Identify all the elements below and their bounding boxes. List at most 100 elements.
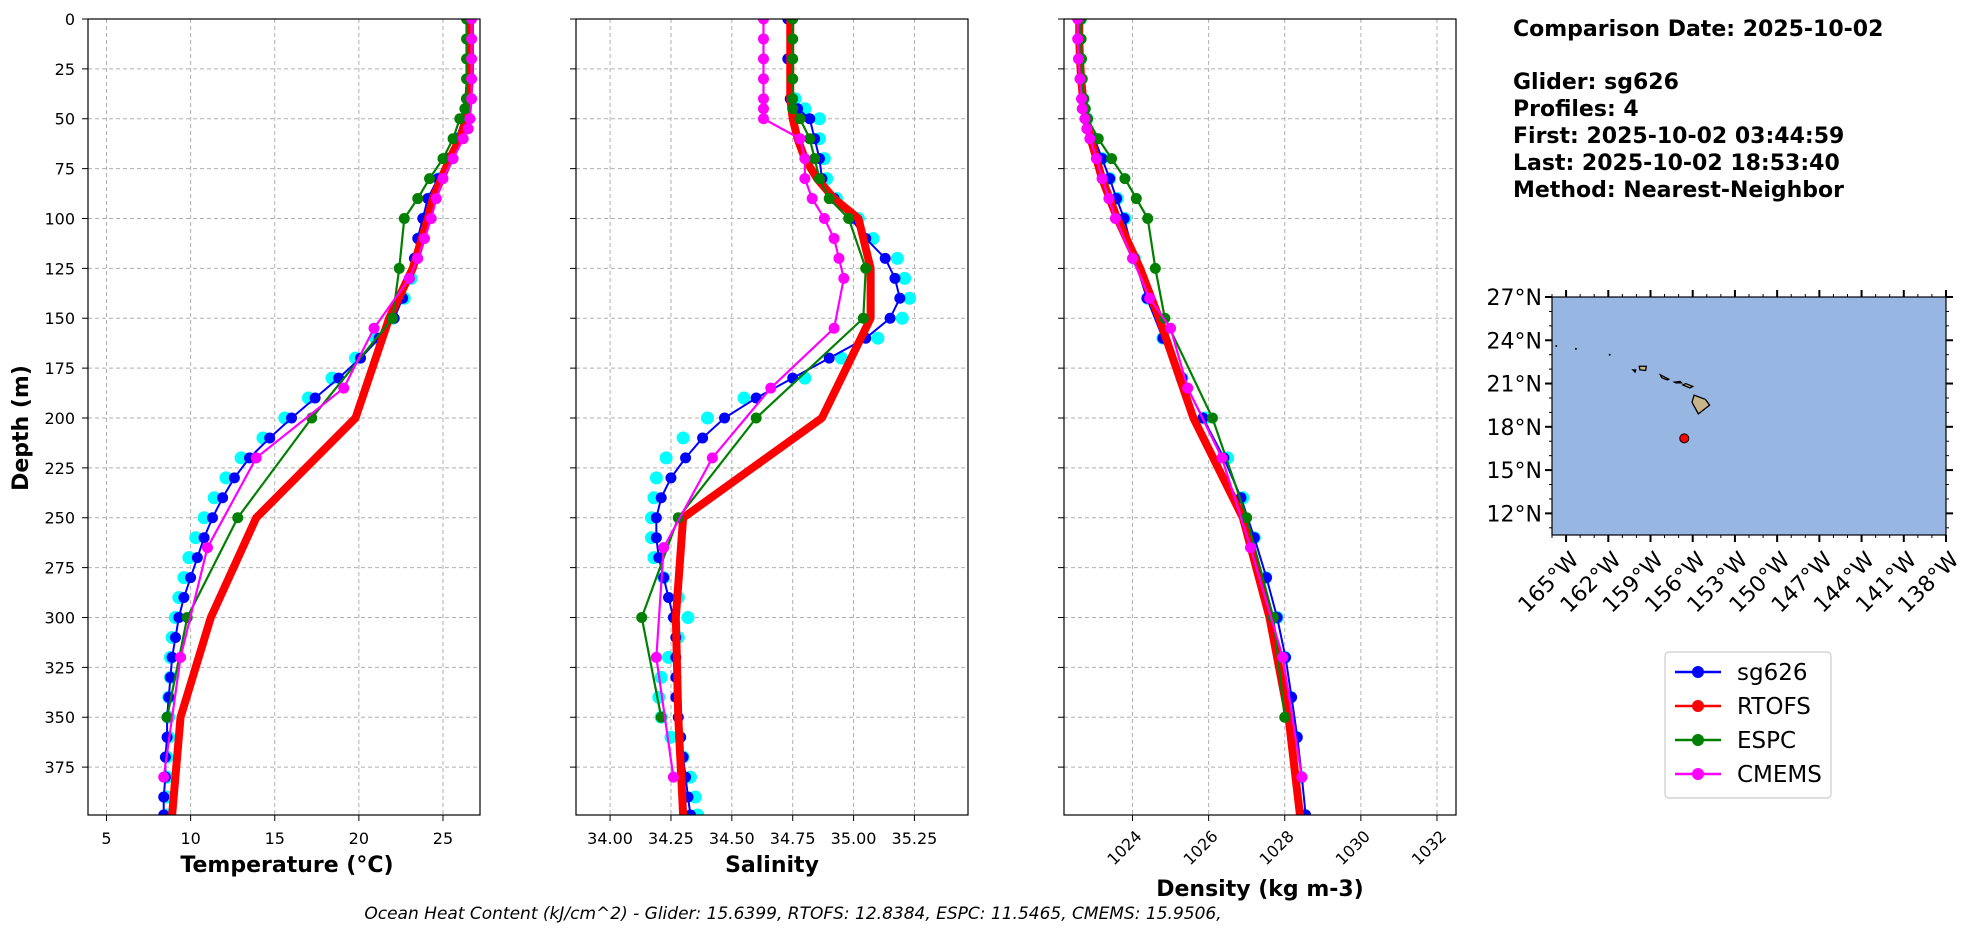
series-sg626 — [650, 19, 906, 815]
plot-area — [1072, 19, 1312, 815]
data-point-sg626-profiles — [871, 331, 885, 345]
data-point-sg626-profiles — [182, 551, 196, 565]
map-lat-label: 15°N — [1487, 459, 1542, 484]
legend-marker-sg626 — [1692, 666, 1704, 678]
x-tick-label: 10 — [180, 829, 200, 848]
y-tick-label: 275 — [44, 559, 75, 578]
data-point-sg626 — [217, 492, 229, 504]
map-island — [1681, 382, 1695, 389]
map-islet — [1574, 347, 1577, 350]
x-tick-label: 34.50 — [709, 829, 755, 848]
y-tick-label: 50 — [55, 110, 75, 129]
y-tick-label: 200 — [44, 409, 75, 428]
data-point-espc — [787, 19, 799, 25]
data-point-cmems — [818, 212, 830, 224]
data-point-sg626 — [684, 809, 696, 815]
data-point-cmems — [828, 322, 840, 334]
data-point-cmems — [828, 232, 840, 244]
x-tick-label: 34.25 — [648, 829, 694, 848]
data-point-cmems — [765, 382, 777, 394]
data-point-cmems — [466, 33, 478, 45]
data-point-cmems — [1072, 53, 1084, 65]
data-point-sg626 — [879, 252, 891, 264]
temperature-axis-label: Temperature (°C) — [180, 853, 393, 878]
data-point-espc — [1241, 512, 1253, 524]
data-point-espc — [843, 212, 855, 224]
data-point-sg626-profiles — [834, 351, 848, 365]
data-point-cmems — [1103, 193, 1115, 205]
map-lat-label: 12°N — [1487, 502, 1542, 527]
data-point-espc — [787, 93, 799, 105]
data-point-espc — [398, 212, 410, 224]
map-islet — [1608, 353, 1611, 356]
data-point-sg626 — [650, 512, 662, 524]
y-tick-label: 125 — [44, 259, 75, 278]
y-tick-label: 300 — [44, 608, 75, 627]
x-tick-label: 1032 — [1408, 827, 1450, 869]
data-point-espc — [787, 53, 799, 65]
data-point-cmems — [368, 322, 380, 334]
data-point-sg626 — [804, 113, 816, 125]
data-point-sg626 — [166, 651, 178, 663]
data-point-espc — [1142, 212, 1154, 224]
data-point-espc — [787, 33, 799, 45]
data-point-sg626-profiles — [197, 511, 211, 525]
location-map: 27°N24°N21°N18°N15°N12°N165°W162°W159°W1… — [1487, 286, 1965, 618]
data-point-espc — [437, 153, 449, 165]
panel-frame — [575, 18, 969, 816]
data-point-sg626 — [333, 372, 345, 384]
data-point-cmems — [464, 113, 476, 125]
data-point-sg626 — [185, 572, 197, 584]
data-point-espc — [387, 312, 399, 324]
data-point-cmems — [706, 452, 718, 464]
data-point-sg626-profiles — [903, 291, 917, 305]
legend-marker-espc — [1692, 734, 1704, 746]
data-point-sg626 — [178, 592, 190, 604]
data-point-espc — [1130, 193, 1142, 205]
chart-panel-1: 5 10 15 20 250255075100125150175200225250275… — [44, 10, 481, 848]
map-ocean — [1552, 297, 1946, 535]
data-point-cmems — [175, 651, 187, 663]
x-tick-label: 35.00 — [831, 829, 877, 848]
data-point-sg626 — [228, 472, 240, 484]
data-point-cmems — [1165, 322, 1177, 334]
info-first: First: 2025-10-02 03:44:59 — [1513, 124, 1844, 149]
data-point-cmems — [466, 93, 478, 105]
data-point-cmems — [403, 272, 415, 284]
data-point-cmems — [794, 133, 806, 145]
data-point-espc — [1149, 262, 1161, 274]
y-tick-label: 100 — [44, 209, 75, 228]
ocean-heat-content-footer: Ocean Heat Content (kJ/cm^2) - Glider: 1… — [364, 904, 1221, 924]
map-lat-label: 27°N — [1487, 286, 1542, 311]
series-line-sg626 — [655, 19, 901, 815]
data-point-sg626 — [158, 791, 170, 803]
series-espc — [636, 19, 872, 723]
y-tick-label: 375 — [44, 758, 75, 777]
data-point-cmems — [799, 153, 811, 165]
data-point-sg626-profiles — [895, 311, 909, 325]
y-tick-label: 175 — [44, 359, 75, 378]
data-point-espc — [412, 193, 424, 205]
data-point-cmems — [1109, 212, 1121, 224]
data-point-sg626 — [655, 492, 667, 504]
data-point-cmems — [757, 113, 769, 125]
series-rtofs — [168, 19, 474, 815]
data-point-cmems — [466, 73, 478, 85]
data-point-cmems — [466, 53, 478, 65]
map-island — [1658, 373, 1671, 381]
y-tick-label: 150 — [44, 309, 75, 328]
data-point-sg626-profiles — [649, 471, 663, 485]
density-axis-label: Density (kg m-3) — [1156, 877, 1364, 902]
data-point-sg626-profiles — [219, 471, 233, 485]
y-tick-label: 0 — [65, 10, 75, 29]
plot-area — [636, 19, 917, 815]
data-point-sg626 — [658, 572, 670, 584]
data-point-cmems — [462, 123, 474, 135]
series-rtofs — [1075, 19, 1304, 815]
map-island — [1691, 394, 1711, 415]
legend-box — [1664, 651, 1832, 799]
data-point-sg626 — [650, 532, 662, 544]
data-point-sg626 — [286, 412, 298, 424]
x-tick-label: 1030 — [1332, 827, 1374, 869]
data-point-sg626-profiles — [654, 670, 668, 684]
